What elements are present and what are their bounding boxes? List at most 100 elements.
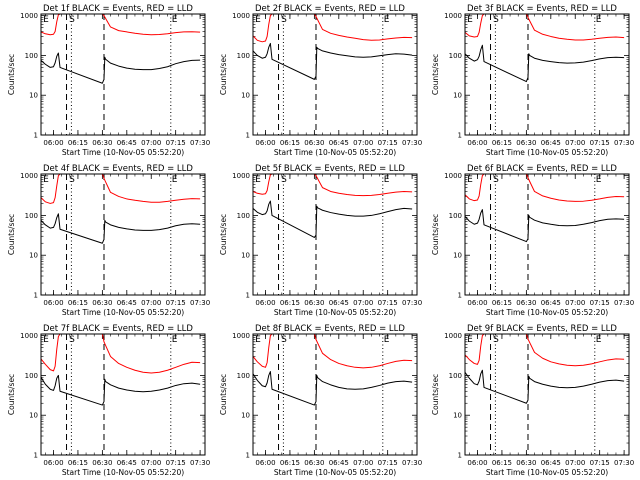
- y-tick-label: 1: [458, 452, 462, 460]
- x-tick-label: 07:00: [141, 139, 161, 147]
- plot-frame: [252, 173, 418, 296]
- x-tick-label: 07:15: [166, 299, 186, 307]
- y-tick-label: 100: [449, 52, 462, 60]
- y-tick-label: 1000: [232, 332, 250, 340]
- event-marker-label: E: [43, 175, 49, 185]
- chart-panel: Det 2f BLACK = Events, RED = LLD Counts/s…: [219, 4, 422, 157]
- event-marker-label: E: [172, 175, 178, 185]
- lld-series-line: [41, 334, 201, 374]
- x-tick-label: 07:00: [141, 299, 161, 307]
- y-tick-label: 1000: [444, 172, 462, 180]
- event-marker-label: E: [384, 15, 390, 25]
- event-marker-label: E: [172, 335, 178, 345]
- y-tick-label: 1: [246, 452, 250, 460]
- y-tick-label: 100: [237, 372, 250, 380]
- lld-series-line: [253, 334, 413, 369]
- series-group: [253, 334, 413, 406]
- series-group: [465, 334, 625, 404]
- event-marker-label: E: [255, 175, 261, 185]
- y-tick-label: 10: [29, 412, 38, 420]
- y-tick-label: 10: [241, 252, 250, 260]
- x-tick-label: 06:15: [280, 299, 300, 307]
- event-marker-label: S: [69, 335, 75, 345]
- chart-panel: Det 3f BLACK = Events, RED = LLD Counts/s…: [431, 4, 634, 157]
- x-tick-label: 06:00: [43, 299, 63, 307]
- x-tick-label: 06:15: [68, 459, 88, 467]
- chart-title: Det 8f BLACK = Events, RED = LLD: [255, 324, 405, 334]
- event-marker-label: E: [172, 15, 178, 25]
- series-group: [253, 174, 413, 238]
- chart-panel: Det 9f BLACK = Events, RED = LLD Counts/s…: [431, 324, 634, 477]
- y-tick-label: 10: [453, 252, 462, 260]
- x-tick-label: 07:15: [378, 299, 398, 307]
- events-series-line: [253, 42, 413, 80]
- x-tick-label: 06:15: [280, 139, 300, 147]
- y-tick-label: 100: [25, 372, 38, 380]
- chart-panel: Det 7f BLACK = Events, RED = LLD Counts/s…: [7, 324, 210, 477]
- x-tick-label: 06:00: [467, 139, 487, 147]
- y-tick-label: 1000: [232, 172, 250, 180]
- y-tick-label: 1: [34, 452, 38, 460]
- x-tick-label: 07:15: [590, 139, 610, 147]
- y-axis-label: Counts/sec: [219, 54, 228, 95]
- series-group: [465, 14, 625, 83]
- y-tick-label: 1000: [20, 12, 38, 20]
- plot-frame: [40, 173, 206, 296]
- x-tick-label: 07:00: [565, 459, 585, 467]
- x-tick-label: 07:00: [353, 299, 373, 307]
- x-axis-label: Start Time (10-Nov-05 05:52:20): [274, 308, 396, 317]
- x-tick-label: 06:45: [541, 459, 561, 467]
- plot-frame: [40, 333, 206, 456]
- y-tick-label: 1000: [444, 12, 462, 20]
- x-tick-label: 06:30: [304, 299, 324, 307]
- event-marker-label: E: [384, 175, 390, 185]
- y-tick-label: 10: [29, 92, 38, 100]
- x-tick-label: 06:15: [68, 299, 88, 307]
- event-marker-label: E: [384, 335, 390, 345]
- events-series-line: [253, 371, 413, 406]
- series-group: [465, 174, 625, 243]
- x-tick-label: 06:30: [92, 459, 112, 467]
- x-tick-label: 06:15: [68, 139, 88, 147]
- x-tick-label: 07:00: [353, 459, 373, 467]
- y-tick-label: 1000: [232, 12, 250, 20]
- y-tick-label: 10: [241, 412, 250, 420]
- event-marker-label: E: [255, 15, 261, 25]
- plot-frame: [252, 333, 418, 456]
- chart-title: Det 9f BLACK = Events, RED = LLD: [467, 324, 617, 334]
- y-tick-label: 100: [25, 52, 38, 60]
- x-axis-label: Start Time (10-Nov-05 05:52:20): [486, 468, 608, 477]
- x-tick-label: 06:45: [329, 139, 349, 147]
- series-group: [253, 14, 413, 80]
- x-tick-label: 06:00: [43, 139, 63, 147]
- x-tick-label: 07:15: [590, 299, 610, 307]
- x-axis-label: Start Time (10-Nov-05 05:52:20): [486, 308, 608, 317]
- series-group: [41, 14, 201, 84]
- event-marker-label: S: [493, 15, 499, 25]
- x-tick-label: 07:30: [614, 299, 634, 307]
- x-tick-label: 07:15: [166, 139, 186, 147]
- x-tick-label: 06:30: [304, 459, 324, 467]
- x-tick-label: 06:30: [92, 299, 112, 307]
- event-marker-label: E: [596, 175, 602, 185]
- y-tick-label: 100: [25, 212, 38, 220]
- lld-series-line: [465, 334, 625, 367]
- x-tick-label: 06:30: [92, 139, 112, 147]
- chart-title: Det 1f BLACK = Events, RED = LLD: [43, 4, 193, 14]
- x-tick-label: 07:30: [190, 299, 210, 307]
- x-tick-label: 07:00: [565, 139, 585, 147]
- plot-frame: [40, 13, 206, 136]
- event-marker-label: E: [467, 15, 473, 25]
- chart-panel: Det 4f BLACK = Events, RED = LLD Counts/s…: [7, 164, 210, 317]
- x-tick-label: 07:00: [353, 139, 373, 147]
- events-series-line: [465, 209, 625, 243]
- y-tick-label: 1: [458, 132, 462, 140]
- lld-series-line: [41, 14, 201, 36]
- y-tick-label: 100: [449, 372, 462, 380]
- y-axis-label: Counts/sec: [431, 214, 440, 255]
- y-axis-label: Counts/sec: [431, 374, 440, 415]
- chart-title: Det 4f BLACK = Events, RED = LLD: [43, 164, 193, 174]
- plot-frame: [252, 13, 418, 136]
- x-tick-label: 06:00: [255, 299, 275, 307]
- plot-frame: [464, 173, 630, 296]
